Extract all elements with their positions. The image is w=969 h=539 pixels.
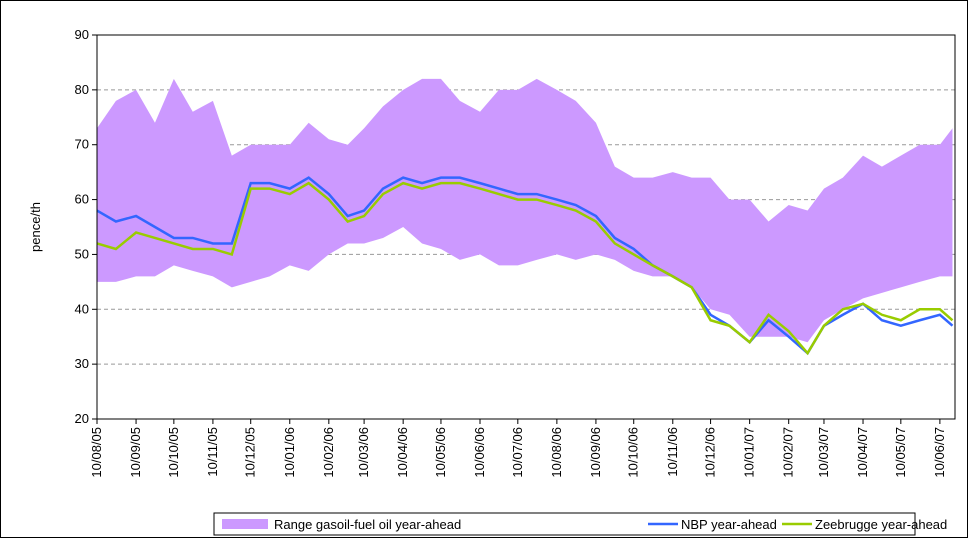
y-axis-label: pence/th xyxy=(28,202,43,252)
x-tick-label: 10/12/06 xyxy=(703,427,718,478)
x-tick-label: 10/09/06 xyxy=(588,427,603,478)
y-tick-label: 30 xyxy=(75,356,89,371)
x-tick-label: 10/01/07 xyxy=(742,427,757,478)
y-tick-label: 60 xyxy=(75,192,89,207)
x-tick-label: 10/05/06 xyxy=(433,427,448,478)
y-tick-label: 70 xyxy=(75,137,89,152)
legend-label: Range gasoil-fuel oil year-ahead xyxy=(274,517,461,532)
x-tick-label: 10/04/06 xyxy=(395,427,410,478)
x-tick-label: 10/11/06 xyxy=(665,427,680,477)
x-tick-label: 10/08/06 xyxy=(549,427,564,478)
x-tick-label: 10/02/07 xyxy=(781,427,796,478)
x-tick-label: 10/01/06 xyxy=(282,427,297,478)
y-tick-label: 80 xyxy=(75,82,89,97)
x-tick-label: 10/03/07 xyxy=(816,427,831,478)
x-tick-label: 10/12/05 xyxy=(243,427,258,478)
y-tick-label: 20 xyxy=(75,411,89,426)
y-tick-label: 50 xyxy=(75,246,89,261)
x-tick-label: 10/11/05 xyxy=(205,427,220,477)
x-tick-label: 10/06/06 xyxy=(472,427,487,478)
x-tick-label: 10/04/07 xyxy=(855,427,870,478)
x-tick-label: 10/10/06 xyxy=(626,427,641,478)
x-tick-label: 10/10/05 xyxy=(166,427,181,478)
x-tick-label: 10/06/07 xyxy=(932,427,947,478)
y-tick-label: 90 xyxy=(75,27,89,42)
x-tick-label: 10/02/06 xyxy=(321,427,336,478)
legend-swatch xyxy=(222,519,268,529)
x-tick-label: 10/03/06 xyxy=(356,427,371,478)
x-tick-label: 10/08/05 xyxy=(89,427,104,478)
legend-box xyxy=(213,512,916,536)
y-tick-label: 40 xyxy=(75,301,89,316)
x-tick-label: 10/05/07 xyxy=(893,427,908,478)
legend-label: NBP year-ahead xyxy=(681,517,777,532)
legend-label: Zeebrugge year-ahead xyxy=(815,517,947,532)
x-tick-label: 10/09/05 xyxy=(128,427,143,478)
plot-border xyxy=(96,34,956,420)
x-tick-label: 10/07/06 xyxy=(510,427,525,478)
series-line xyxy=(96,181,954,356)
range-area xyxy=(97,78,953,343)
